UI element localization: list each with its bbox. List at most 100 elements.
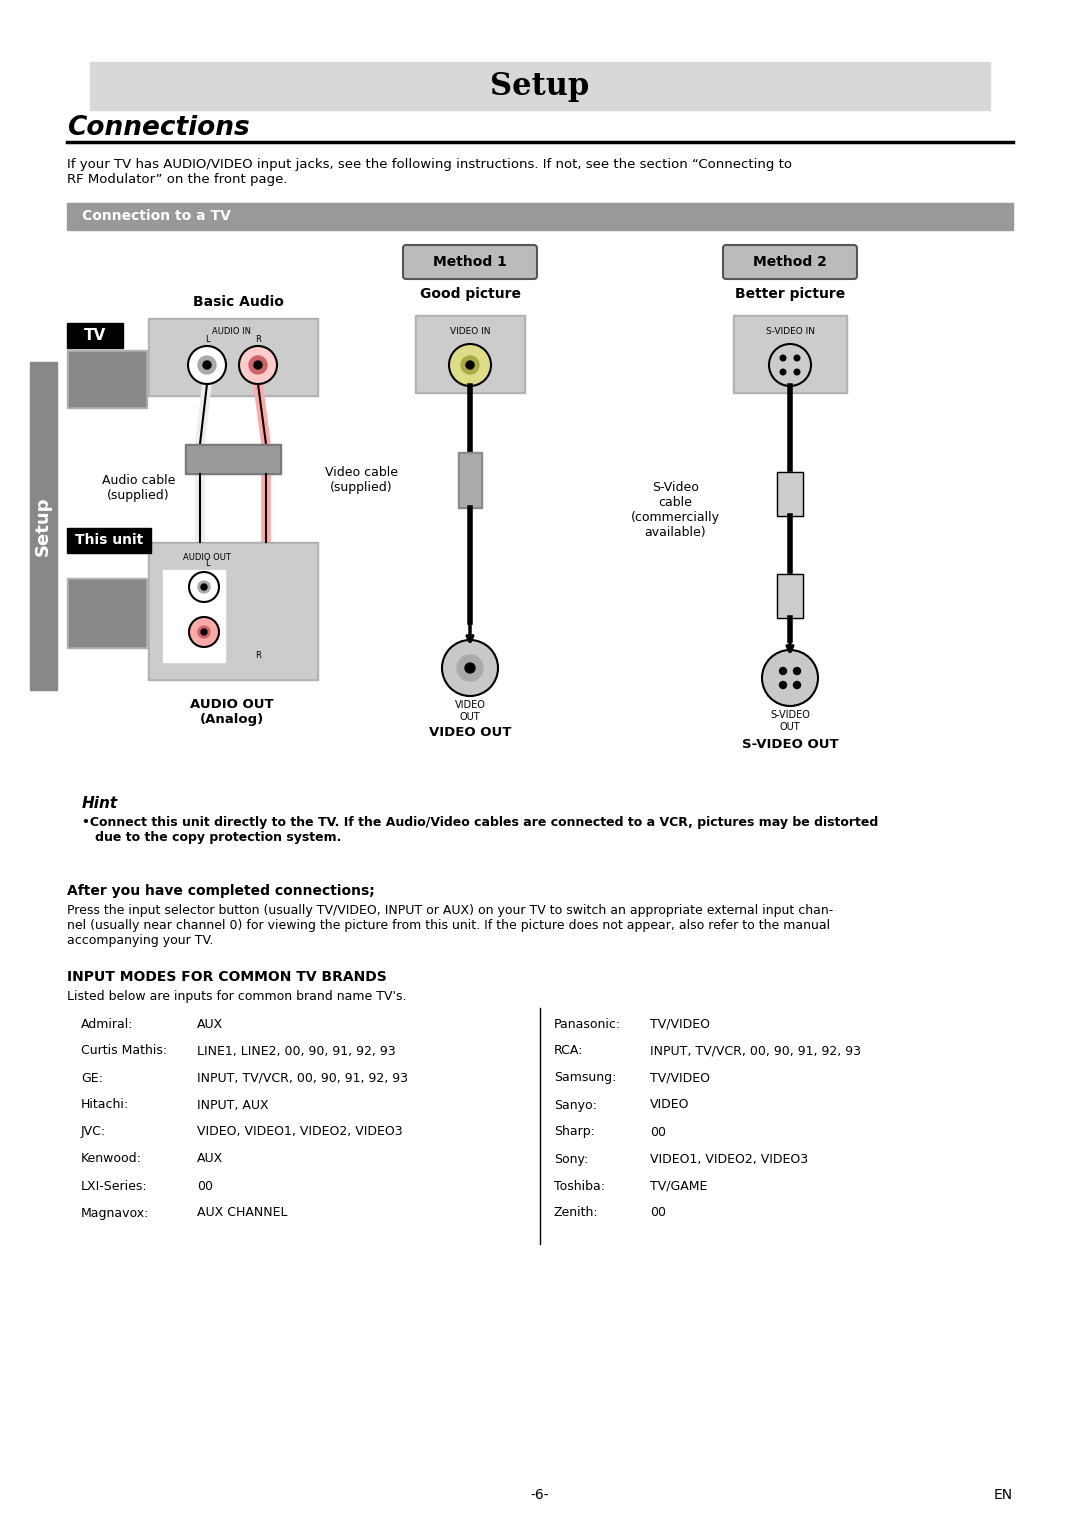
Text: •Connect this unit directly to the TV. If the Audio/Video cables are connected t: •Connect this unit directly to the TV. I… (82, 816, 878, 843)
Text: L: L (205, 559, 210, 568)
Bar (67, 529, 151, 553)
Text: LINE1, LINE2, 00, 90, 91, 92, 93: LINE1, LINE2, 00, 90, 91, 92, 93 (197, 1045, 395, 1057)
Bar (67, 1008, 1013, 1244)
Text: Method 1: Method 1 (433, 255, 507, 269)
Text: VIDEO OUT: VIDEO OUT (429, 726, 511, 740)
Circle shape (794, 681, 800, 689)
Circle shape (198, 626, 210, 639)
Text: Sharp:: Sharp: (554, 1126, 595, 1138)
Bar (735, 316, 845, 391)
Bar (417, 316, 523, 391)
Circle shape (201, 630, 207, 636)
Text: INPUT, AUX: INPUT, AUX (197, 1099, 269, 1111)
Text: TV/GAME: TV/GAME (650, 1180, 707, 1192)
Text: Good picture: Good picture (419, 287, 521, 301)
Text: TV: TV (84, 327, 106, 342)
FancyBboxPatch shape (723, 244, 858, 280)
Circle shape (780, 681, 786, 689)
Text: INPUT, TV/VCR, 00, 90, 91, 92, 93: INPUT, TV/VCR, 00, 90, 91, 92, 93 (197, 1071, 408, 1085)
Text: Admiral:: Admiral: (81, 1018, 134, 1030)
Circle shape (198, 356, 216, 374)
Bar (163, 570, 225, 662)
Text: If your TV has AUDIO/VIDEO input jacks, see the following instructions. If not, : If your TV has AUDIO/VIDEO input jacks, … (67, 157, 792, 186)
Bar (415, 315, 525, 393)
Circle shape (249, 356, 267, 374)
Bar (67, 203, 1013, 231)
Text: 00: 00 (650, 1126, 666, 1138)
Text: VIDEO: VIDEO (650, 1099, 689, 1111)
Text: Connections: Connections (67, 115, 249, 141)
Text: TV/VIDEO: TV/VIDEO (650, 1018, 710, 1030)
Bar (67, 322, 123, 348)
Bar (185, 445, 281, 474)
Circle shape (189, 571, 219, 602)
Text: 00: 00 (650, 1207, 666, 1219)
Text: Press the input selector button (usually TV/VIDEO, INPUT or AUX) on your TV to s: Press the input selector button (usually… (67, 905, 834, 947)
Text: 00: 00 (197, 1180, 213, 1192)
Text: S-Video
cable
(commercially
available): S-Video cable (commercially available) (631, 481, 720, 539)
Text: S-VIDEO
OUT: S-VIDEO OUT (770, 711, 810, 732)
Text: S-VIDEO IN: S-VIDEO IN (766, 327, 814, 336)
Bar (187, 446, 279, 472)
Bar (30, 362, 57, 691)
Text: Kenwood:: Kenwood: (81, 1152, 141, 1166)
Bar (148, 318, 318, 396)
Text: AUX CHANNEL: AUX CHANNEL (197, 1207, 287, 1219)
Text: INPUT MODES FOR COMMON TV BRANDS: INPUT MODES FOR COMMON TV BRANDS (67, 970, 387, 984)
Text: Samsung:: Samsung: (554, 1071, 617, 1085)
Bar (460, 454, 480, 506)
Circle shape (780, 354, 786, 361)
Text: This unit: This unit (75, 533, 144, 547)
Text: Audio cable
(supplied): Audio cable (supplied) (102, 474, 175, 503)
Circle shape (461, 356, 480, 374)
Circle shape (465, 663, 475, 672)
Text: VIDEO IN: VIDEO IN (449, 327, 490, 336)
Text: Sony:: Sony: (554, 1152, 589, 1166)
Bar (777, 472, 804, 516)
Text: R: R (255, 335, 261, 344)
Circle shape (239, 345, 276, 384)
Circle shape (198, 581, 210, 593)
Text: VIDEO
OUT: VIDEO OUT (455, 700, 485, 721)
Text: LXI-Series:: LXI-Series: (81, 1180, 148, 1192)
Circle shape (254, 361, 262, 368)
Circle shape (201, 584, 207, 590)
Text: R: R (255, 651, 261, 660)
Bar (69, 351, 145, 406)
Bar (733, 315, 847, 393)
Text: Sanyo:: Sanyo: (554, 1099, 597, 1111)
Text: Toshiba:: Toshiba: (554, 1180, 605, 1192)
Text: RCA:: RCA: (554, 1045, 583, 1057)
Text: Setup: Setup (490, 72, 590, 102)
Text: Magnavox:: Magnavox: (81, 1207, 149, 1219)
Text: TV/VIDEO: TV/VIDEO (650, 1071, 710, 1085)
Text: Curtis Mathis:: Curtis Mathis: (81, 1045, 167, 1057)
Text: AUDIO OUT
(Analog): AUDIO OUT (Analog) (190, 698, 274, 726)
Bar (90, 63, 990, 110)
Text: AUDIO IN: AUDIO IN (213, 327, 252, 336)
Text: VIDEO, VIDEO1, VIDEO2, VIDEO3: VIDEO, VIDEO1, VIDEO2, VIDEO3 (197, 1126, 403, 1138)
Text: AUDIO OUT: AUDIO OUT (183, 553, 231, 562)
Circle shape (465, 361, 474, 368)
Text: AUX: AUX (197, 1018, 224, 1030)
Bar (777, 472, 804, 516)
Bar (67, 350, 147, 408)
Text: GE:: GE: (81, 1071, 103, 1085)
Bar (777, 575, 804, 617)
Text: S-VIDEO OUT: S-VIDEO OUT (742, 738, 838, 750)
Circle shape (203, 361, 211, 368)
Circle shape (442, 640, 498, 695)
Text: Zenith:: Zenith: (554, 1207, 598, 1219)
Text: Hint: Hint (82, 796, 118, 811)
Circle shape (794, 354, 800, 361)
Bar (777, 575, 804, 617)
Circle shape (794, 668, 800, 674)
Text: -6-: -6- (530, 1488, 550, 1502)
Text: Listed below are inputs for common brand name TV's.: Listed below are inputs for common brand… (67, 990, 406, 1002)
Bar (67, 788, 1013, 869)
Text: EN: EN (994, 1488, 1013, 1502)
Text: Method 2: Method 2 (753, 255, 827, 269)
Circle shape (189, 617, 219, 646)
Text: L: L (205, 335, 210, 344)
Bar (150, 319, 316, 394)
